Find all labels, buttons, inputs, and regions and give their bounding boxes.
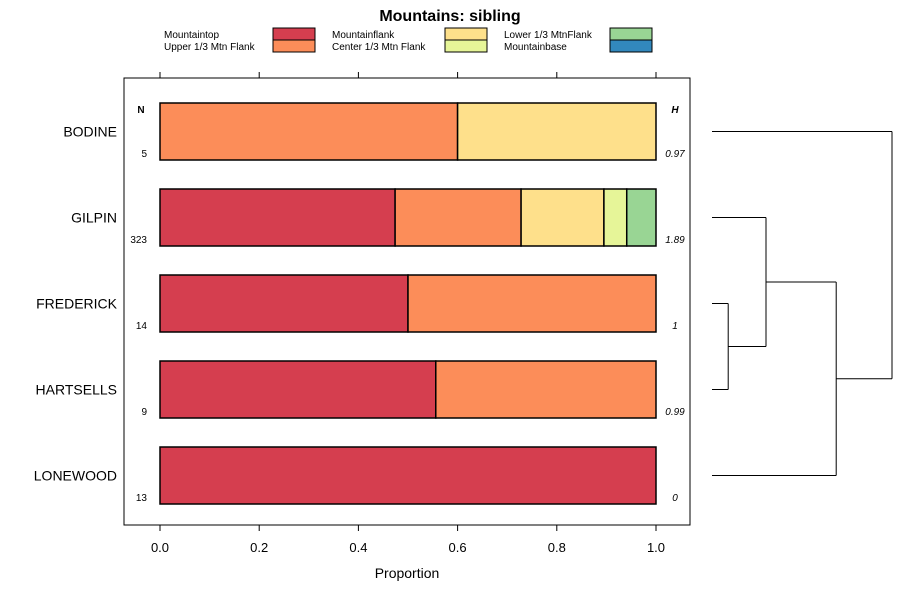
bar-lonewood-mountaintop [159, 446, 657, 505]
bars [159, 102, 657, 505]
n-header: N [137, 105, 144, 116]
x-tick-label: 0.0 [151, 540, 169, 555]
bar-bodine-upper-1-3-mtn-flank [159, 102, 459, 161]
n-value-bodine: 5 [141, 149, 147, 160]
h-value-hartsells: 0.99 [665, 407, 685, 418]
h-header: H [671, 105, 679, 116]
h-value-frederick: 1 [672, 321, 678, 332]
legend-swatch-mountainbase [609, 39, 653, 53]
legend-label-mountaintop: Mountaintop [164, 30, 219, 41]
bar-hartsells-mountaintop [159, 360, 437, 419]
category-label-lonewood: LONEWOOD [34, 468, 117, 484]
category-label-hartsells: HARTSELLS [36, 382, 117, 398]
category-label-bodine: BODINE [63, 124, 117, 140]
category-labels: BODINE GILPIN FREDERICK HARTSELLS LONEWOOD [34, 124, 118, 484]
bar-gilpin-center-1-3-mtn-flank [603, 188, 628, 247]
legend-swatch-upper-1-3-mtn-flank [272, 39, 316, 53]
legend-label-lower-1-3-mtnflank: Lower 1/3 MtnFlank [504, 30, 593, 41]
bar-bodine-mountainflank [456, 102, 657, 161]
legend-swatch-mountaintop [272, 27, 316, 41]
legend-label-upper-1-3-mtn-flank: Upper 1/3 Mtn Flank [164, 42, 256, 53]
h-value-lonewood: 0 [672, 493, 678, 504]
x-axis: 0.0 0.2 0.4 0.6 0.8 1.0 [151, 72, 665, 555]
h-value-gilpin: 1.89 [665, 235, 685, 246]
x-tick-label: 0.8 [548, 540, 566, 555]
legend-swatch-mountainflank [444, 27, 488, 41]
n-value-gilpin: 323 [130, 235, 147, 246]
legend-swatch-center-1-3-mtn-flank [444, 39, 488, 53]
legend-label-center-1-3-mtn-flank: Center 1/3 Mtn Flank [332, 42, 426, 53]
plot-frame [123, 77, 691, 526]
category-label-frederick: FREDERICK [36, 296, 118, 312]
bar-frederick-upper-1-3-mtn-flank [407, 274, 657, 333]
dendrogram [712, 131, 893, 476]
chart-title: Mountains: sibling [379, 8, 520, 25]
n-values: 5 323 14 9 13 [130, 149, 147, 504]
legend-label-mountainbase: Mountainbase [504, 42, 567, 53]
x-tick-label: 0.6 [449, 540, 467, 555]
n-value-hartsells: 9 [141, 407, 147, 418]
h-values: 0.97 1.89 1 0.99 0 [665, 149, 685, 504]
x-tick-label: 0.2 [250, 540, 268, 555]
x-axis-label: Proportion [375, 565, 440, 581]
n-value-lonewood: 13 [136, 493, 148, 504]
bar-gilpin-mountaintop [159, 188, 396, 247]
bar-gilpin-mountainflank [520, 188, 605, 247]
x-tick-label: 1.0 [647, 540, 665, 555]
legend-swatch-lower-1-3-mtnflank [609, 27, 653, 41]
bar-frederick-mountaintop [159, 274, 409, 333]
n-value-frederick: 14 [136, 321, 148, 332]
x-tick-label: 0.4 [349, 540, 367, 555]
bar-gilpin-upper-1-3-mtn-flank [394, 188, 522, 247]
h-value-bodine: 0.97 [665, 149, 685, 160]
legend-label-mountainflank: Mountainflank [332, 30, 395, 41]
bar-hartsells-upper-1-3-mtn-flank [435, 360, 657, 419]
bar-gilpin-lower-1-3-mtnflank [625, 188, 657, 247]
category-label-gilpin: GILPIN [71, 210, 117, 226]
